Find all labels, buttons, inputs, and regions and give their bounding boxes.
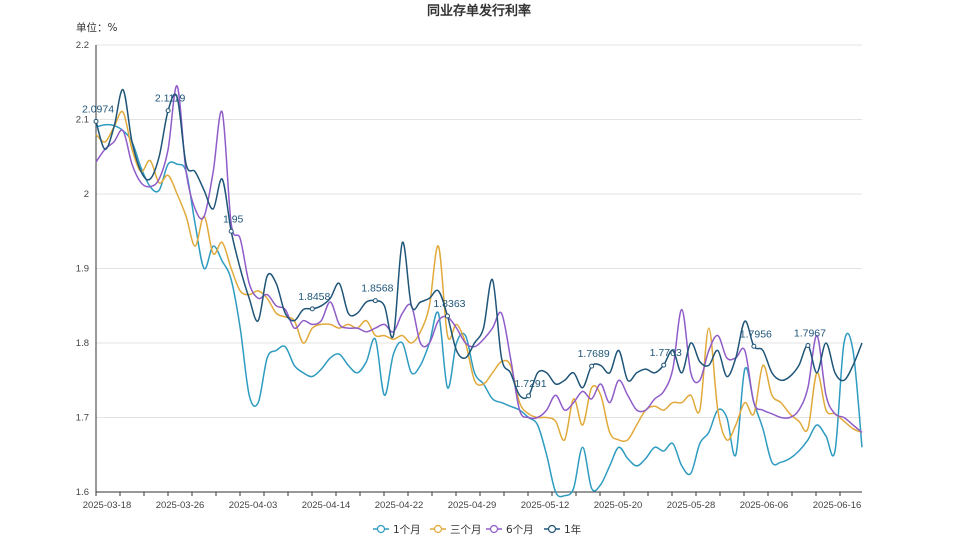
x-tick-label: 2025-04-03 <box>229 500 278 511</box>
series-line-4 <box>95 88 863 400</box>
data-point <box>372 298 378 304</box>
data-label: 1.7956 <box>740 328 772 340</box>
y-tick-label: 2 <box>84 189 89 200</box>
data-label: 1.8568 <box>361 283 393 295</box>
data-label: 1.7689 <box>578 348 610 360</box>
chart-title: 同业存单发行利率 <box>427 3 531 19</box>
data-point <box>661 362 667 368</box>
y-tick-label: 1.9 <box>76 264 89 275</box>
x-tick-label: 2025-06-16 <box>813 500 862 511</box>
data-point <box>93 118 99 124</box>
legend-label: 6个月 <box>506 524 534 536</box>
y-tick-label: 2.2 <box>76 40 89 51</box>
series-lines <box>95 85 863 498</box>
legend-marker <box>547 524 557 534</box>
x-tick-label: 2025-05-20 <box>594 500 643 511</box>
y-tick-label: 1.6 <box>76 487 89 498</box>
legend-item-1[interactable]: 1个月 <box>373 524 421 536</box>
axes: 1.6 1.7 1.8 1.9 2 2.1 2.2 2025-03-18 2025-03-26 2… <box>76 40 862 511</box>
legend-marker <box>489 524 499 534</box>
x-tick-label: 2025-04-22 <box>375 500 424 511</box>
x-tick-label: 2025-03-26 <box>156 500 205 511</box>
y-tick-label: 1.7 <box>76 413 89 424</box>
series-line-2 <box>95 110 863 443</box>
series-line-1 <box>95 123 863 498</box>
x-tick-label: 2025-05-12 <box>521 500 570 511</box>
legend[interactable]: 1个月 三个月 6个月 1年 <box>373 523 581 536</box>
unit-label: 单位：% <box>76 21 117 34</box>
data-label: 1.8458 <box>298 291 330 303</box>
data-point <box>165 108 171 114</box>
legend-item-3[interactable]: 6个月 <box>486 524 534 536</box>
data-label: 1.7703 <box>650 347 682 359</box>
data-point <box>589 363 595 369</box>
legend-label: 1个月 <box>393 524 421 536</box>
legend-marker <box>433 524 443 534</box>
x-tick-label: 2025-03-18 <box>83 500 132 511</box>
grid-lines <box>96 44 862 493</box>
legend-marker <box>376 524 386 534</box>
x-tick-label: 2025-04-29 <box>448 500 497 511</box>
data-label: 1.7291 <box>515 378 547 390</box>
data-labels: 2.0974 2.1119 1.95 1.8458 1.8568 1.8363 1.7291… <box>82 93 826 399</box>
series-line-3 <box>95 85 863 433</box>
x-tick-label: 2025-05-28 <box>667 500 716 511</box>
legend-label: 1年 <box>564 523 581 536</box>
data-point <box>228 228 234 234</box>
legend-label: 三个月 <box>450 524 482 536</box>
data-point <box>444 313 450 319</box>
data-label: 1.95 <box>223 213 244 225</box>
data-point <box>805 342 811 348</box>
legend-item-2[interactable]: 三个月 <box>430 524 482 536</box>
legend-item-4[interactable]: 1年 <box>544 523 581 536</box>
data-point <box>751 343 757 349</box>
data-label: 1.7967 <box>794 327 826 339</box>
x-tick-label: 2025-04-14 <box>302 500 351 511</box>
data-label: 2.1119 <box>155 93 186 105</box>
x-tick-label: 2025-06-06 <box>740 500 789 511</box>
data-label: 2.0974 <box>82 103 114 115</box>
y-tick-label: 1.8 <box>76 338 89 349</box>
data-label: 1.8363 <box>433 298 465 310</box>
data-point <box>526 393 532 399</box>
y-tick-label: 2.1 <box>76 115 89 126</box>
data-point <box>309 306 315 312</box>
